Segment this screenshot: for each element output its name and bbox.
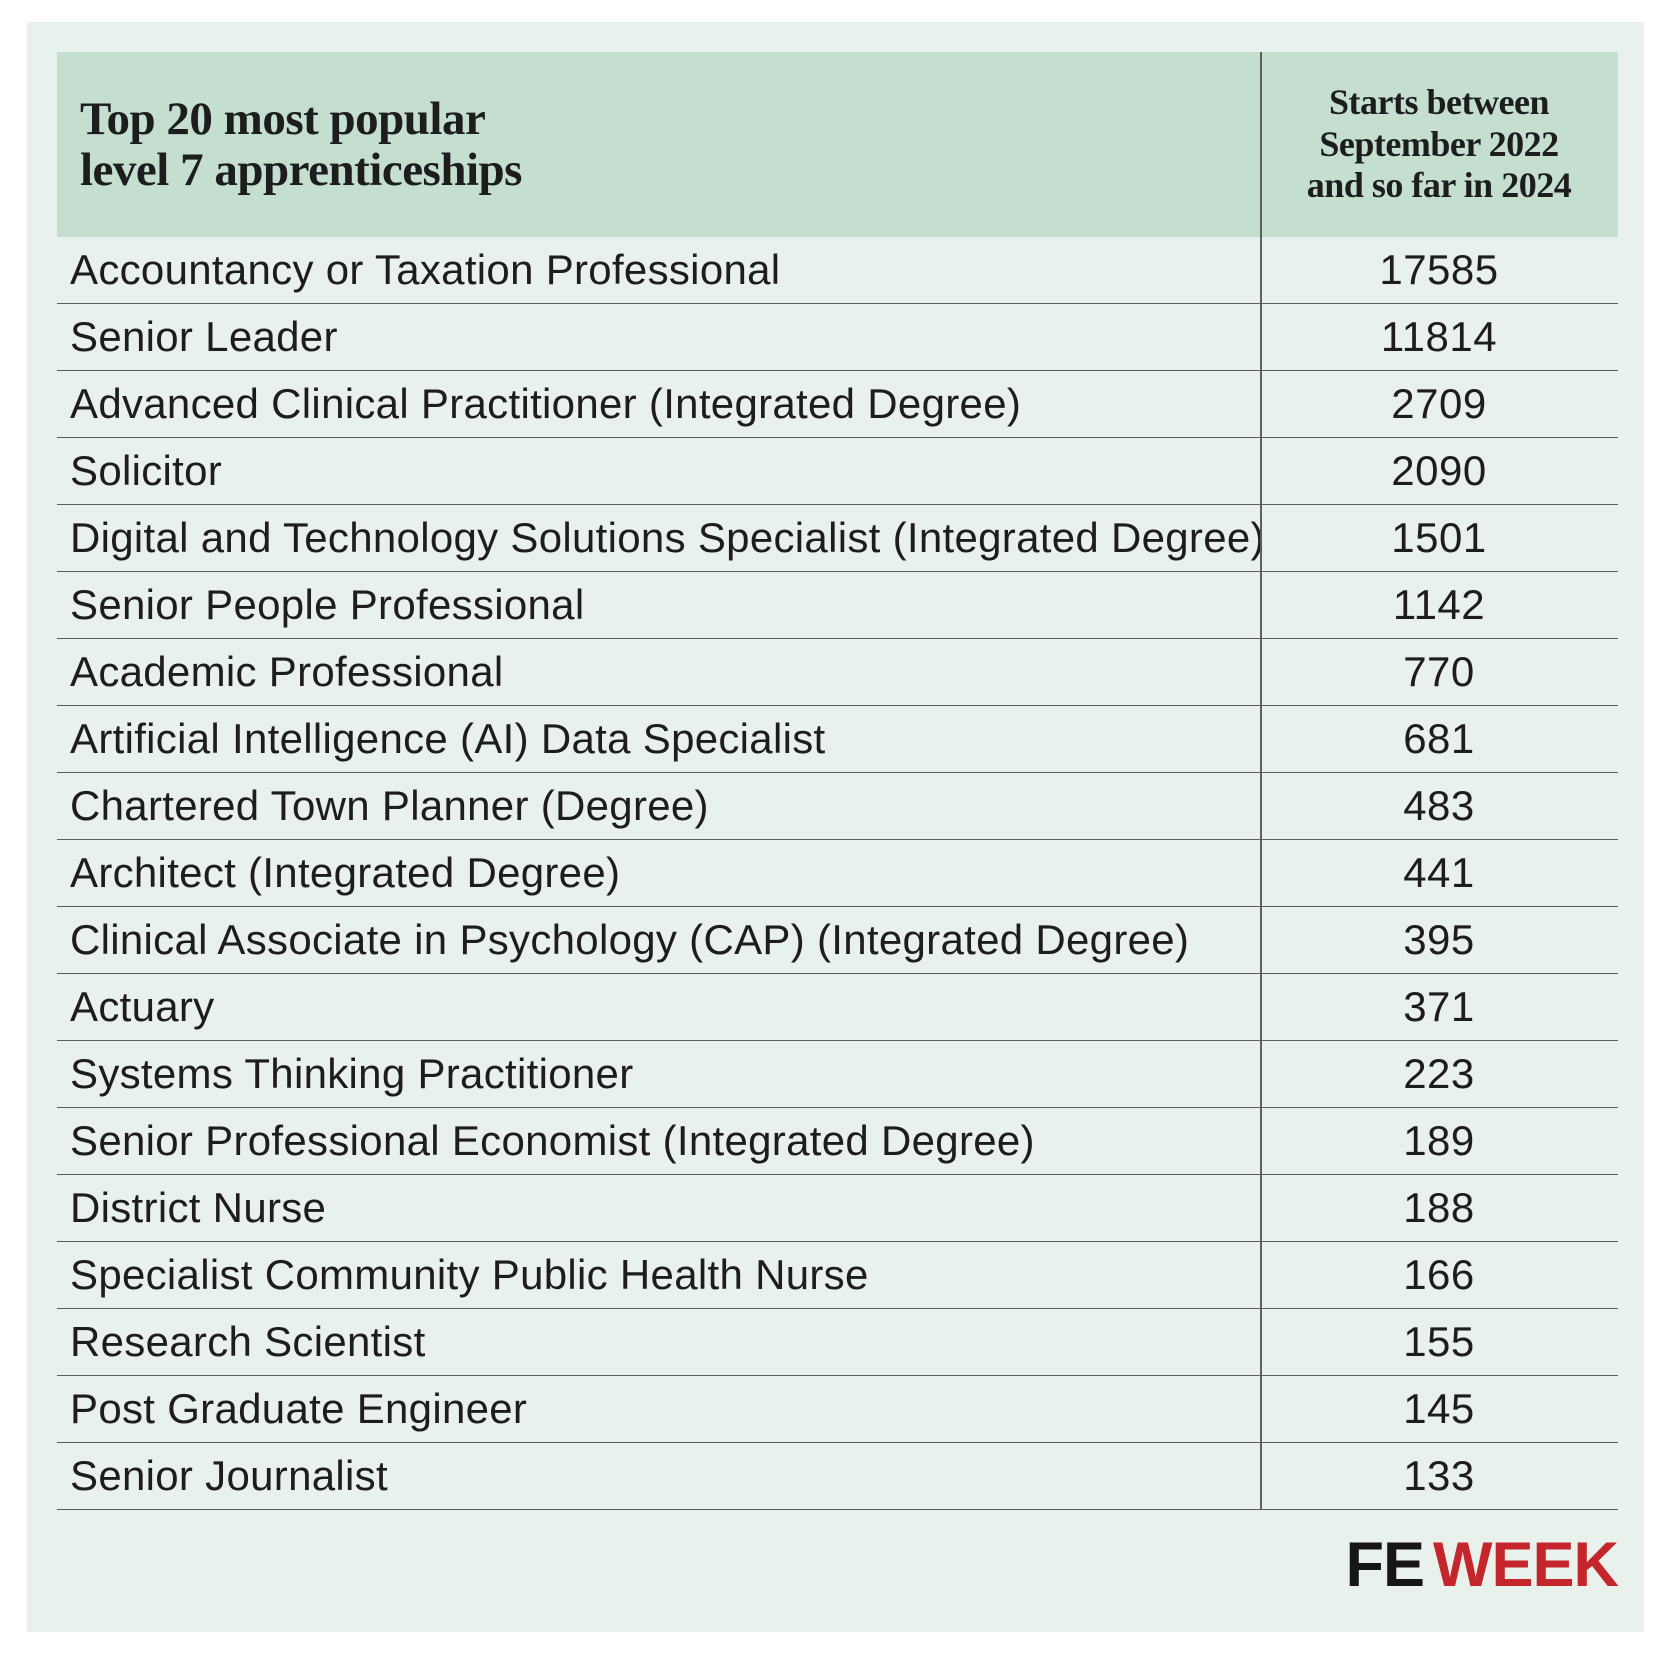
apprenticeship-name: Solicitor <box>70 447 223 494</box>
apprenticeship-name: Senior Professional Economist (Integrate… <box>70 1117 1035 1164</box>
table-row: Systems Thinking Practitioner 223 <box>57 1041 1618 1108</box>
starts-value: 155 <box>1403 1318 1475 1365</box>
apprenticeship-name: Systems Thinking Practitioner <box>70 1050 634 1097</box>
starts-value: 133 <box>1403 1452 1475 1499</box>
apprenticeship-name: Accountancy or Taxation Professional <box>70 246 781 293</box>
table-row: Solicitor 2090 <box>57 438 1618 505</box>
apprenticeships-table: Top 20 most popular level 7 apprenticesh… <box>57 52 1618 1510</box>
feweek-logo: FE WEEK <box>1345 1534 1619 1597</box>
table-row: Accountancy or Taxation Professional 175… <box>57 237 1618 304</box>
table-row: District Nurse 188 <box>57 1175 1618 1242</box>
starts-value: 371 <box>1403 983 1475 1030</box>
starts-value: 1501 <box>1391 514 1487 561</box>
table-title-line2: level 7 apprenticeships <box>80 143 522 196</box>
table-row: Post Graduate Engineer 145 <box>57 1376 1618 1443</box>
starts-value: 770 <box>1403 648 1475 695</box>
column-header-line3: and so far in 2024 <box>1306 165 1572 206</box>
starts-value: 11814 <box>1380 313 1498 360</box>
starts-value: 188 <box>1403 1184 1475 1231</box>
apprenticeship-name: Actuary <box>70 983 215 1030</box>
table-row: Senior People Professional 1142 <box>57 572 1618 639</box>
starts-value: 166 <box>1403 1251 1475 1298</box>
column-divider <box>1260 52 1262 1510</box>
starts-value: 17585 <box>1379 246 1499 293</box>
apprenticeship-name: Clinical Associate in Psychology (CAP) (… <box>70 916 1190 963</box>
starts-value: 441 <box>1403 849 1475 896</box>
apprenticeship-name: Specialist Community Public Health Nurse <box>70 1251 869 1298</box>
starts-value: 223 <box>1403 1050 1475 1097</box>
apprenticeship-name: Senior Leader <box>70 313 338 360</box>
apprenticeship-name: Post Graduate Engineer <box>70 1385 528 1432</box>
column-header-line2: September 2022 <box>1319 123 1559 164</box>
table-row: Senior Journalist 133 <box>57 1443 1618 1510</box>
logo-fe: FE <box>1345 1530 1425 1600</box>
infographic-panel: Top 20 most popular level 7 apprenticesh… <box>27 22 1644 1632</box>
starts-value: 2090 <box>1391 447 1487 494</box>
starts-value: 395 <box>1403 916 1475 963</box>
apprenticeship-name: Research Scientist <box>70 1318 426 1365</box>
table-row: Clinical Associate in Psychology (CAP) (… <box>57 907 1618 974</box>
table-row: Actuary 371 <box>57 974 1618 1041</box>
table-row: Academic Professional 770 <box>57 639 1618 706</box>
starts-value: 145 <box>1403 1385 1475 1432</box>
apprenticeship-name: Senior Journalist <box>70 1452 388 1499</box>
table-body: Accountancy or Taxation Professional 175… <box>57 237 1618 1510</box>
apprenticeship-name: Digital and Technology Solutions Special… <box>70 514 1260 561</box>
table-row: Chartered Town Planner (Degree) 483 <box>57 773 1618 840</box>
table-title-line1: Top 20 most popular <box>80 93 486 146</box>
starts-value: 2709 <box>1391 380 1487 427</box>
starts-value: 483 <box>1403 782 1475 829</box>
column-header-line1: Starts between <box>1329 81 1549 122</box>
table-row: Architect (Integrated Degree) 441 <box>57 840 1618 907</box>
table-row: Senior Leader 11814 <box>57 304 1618 371</box>
apprenticeship-name: Academic Professional <box>70 648 504 695</box>
starts-value: 681 <box>1403 715 1475 762</box>
table-row: Senior Professional Economist (Integrate… <box>57 1108 1618 1175</box>
column-header-starts: Starts between September 2022 and so far… <box>1260 52 1618 237</box>
table-title: Top 20 most popular level 7 apprenticesh… <box>57 52 1260 237</box>
table-row: Artificial Intelligence (AI) Data Specia… <box>57 706 1618 773</box>
table-row: Specialist Community Public Health Nurse… <box>57 1242 1618 1309</box>
table-row: Digital and Technology Solutions Special… <box>57 505 1618 572</box>
starts-value: 189 <box>1403 1117 1475 1164</box>
apprenticeship-name: Senior People Professional <box>70 581 585 628</box>
starts-value: 1142 <box>1392 581 1486 628</box>
table-row: Advanced Clinical Practitioner (Integrat… <box>57 371 1618 438</box>
apprenticeship-name: Chartered Town Planner (Degree) <box>70 782 709 829</box>
table-header: Top 20 most popular level 7 apprenticesh… <box>57 52 1618 237</box>
apprenticeship-name: Advanced Clinical Practitioner (Integrat… <box>70 380 1022 427</box>
apprenticeship-name: Artificial Intelligence (AI) Data Specia… <box>70 715 826 762</box>
apprenticeship-name: District Nurse <box>70 1184 327 1231</box>
apprenticeship-name: Architect (Integrated Degree) <box>70 849 621 896</box>
logo-week: WEEK <box>1433 1530 1619 1600</box>
table-row: Research Scientist 155 <box>57 1309 1618 1376</box>
